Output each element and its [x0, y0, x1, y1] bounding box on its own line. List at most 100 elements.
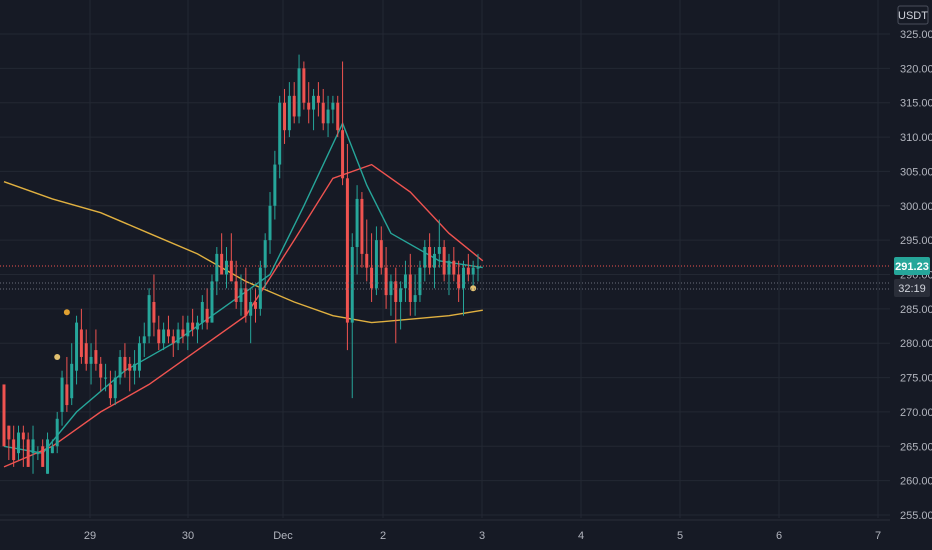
candle-body [79, 329, 83, 357]
x-tick-label: 6 [776, 530, 782, 542]
candle [341, 61, 345, 186]
candle-body [341, 130, 345, 179]
x-tick-label: 5 [677, 530, 683, 542]
candle-body [152, 301, 156, 323]
candle-body [355, 198, 359, 248]
candle [104, 363, 108, 392]
candle [46, 432, 50, 474]
candle [452, 247, 456, 282]
candle [399, 281, 403, 330]
candle [99, 356, 103, 392]
candle-body [2, 384, 6, 447]
candle [2, 384, 6, 447]
candle [394, 267, 398, 344]
candle [152, 274, 156, 337]
x-tick-label: 30 [182, 530, 194, 542]
y-tick-label: 295.00 [900, 235, 932, 247]
candle-body [210, 281, 214, 323]
candle-body [205, 308, 209, 323]
candle-body [350, 247, 354, 323]
candle-body [26, 439, 30, 467]
candle-body [403, 274, 407, 289]
candle-body [461, 267, 465, 289]
candle [461, 260, 465, 316]
y-tick-label: 315.00 [900, 98, 932, 110]
candle-body [229, 260, 233, 282]
candle-body [331, 102, 335, 110]
candle-body [17, 432, 21, 454]
candle [200, 295, 204, 330]
y-tick-label: 325.00 [900, 29, 932, 41]
candle-body [457, 274, 461, 289]
candle [331, 95, 335, 124]
candle [457, 260, 461, 302]
candle-body [133, 363, 137, 371]
candle-body [384, 267, 388, 296]
candle [162, 322, 166, 351]
y-tick-label: 310.00 [900, 132, 932, 144]
candle [307, 82, 311, 124]
signal-marker [63, 309, 70, 316]
y-tick-label: 265.00 [900, 441, 932, 453]
candle-body [31, 439, 35, 454]
currency-unit-box[interactable]: USDT [897, 5, 929, 25]
candle [345, 143, 349, 351]
time-axis[interactable]: 29 30 Dec 2 3 4 5 6 7 [0, 519, 890, 542]
candle [302, 61, 306, 110]
y-tick-label: 285.00 [900, 304, 932, 316]
candle [205, 288, 209, 330]
candle [60, 370, 64, 426]
price-axis[interactable]: 325.00 320.00 315.00 310.00 305.00 300.00 295.… [900, 29, 932, 522]
candle-body [447, 260, 451, 275]
signal-marker [54, 353, 61, 360]
y-tick-label: 270.00 [900, 407, 932, 419]
candle [278, 95, 282, 179]
candle [17, 425, 21, 461]
candle [360, 192, 364, 268]
y-tick-label: 320.00 [900, 63, 932, 75]
candle [321, 88, 325, 131]
candle [268, 192, 272, 254]
candle [370, 233, 374, 302]
candle-body [268, 205, 272, 241]
candle-body [389, 281, 393, 296]
candle-body [220, 253, 224, 275]
moving-averages [3, 121, 484, 468]
y-tick-label: 260.00 [900, 476, 932, 488]
candle [195, 315, 199, 344]
x-tick-label: Dec [273, 530, 293, 542]
candle-body [41, 446, 45, 467]
candle [447, 253, 451, 296]
candle [75, 315, 79, 385]
candle-body [476, 267, 480, 269]
candle-body [181, 329, 185, 337]
y-tick-label: 305.00 [900, 166, 932, 178]
ma-slow-line [3, 181, 483, 324]
candle [374, 226, 378, 296]
candle-body [55, 418, 59, 447]
candle [229, 233, 233, 282]
candle-body [336, 102, 340, 131]
candle-body [292, 95, 296, 117]
chart-grid [0, 0, 890, 518]
candle-body [399, 288, 403, 302]
candle [123, 343, 127, 378]
candle-body [452, 260, 456, 275]
candle [239, 274, 243, 316]
candle-body [423, 247, 427, 268]
candle-body [157, 329, 161, 344]
candle [215, 247, 219, 296]
candle-body [278, 102, 282, 165]
candle [210, 274, 214, 323]
candle [176, 322, 180, 351]
ma-mid-line [3, 163, 484, 468]
candle-body [428, 247, 432, 268]
candle-body [408, 274, 412, 302]
candle-body [94, 350, 98, 364]
candle [316, 82, 320, 117]
candle-body [162, 329, 166, 344]
candle-body [273, 164, 277, 206]
candle [26, 432, 30, 467]
